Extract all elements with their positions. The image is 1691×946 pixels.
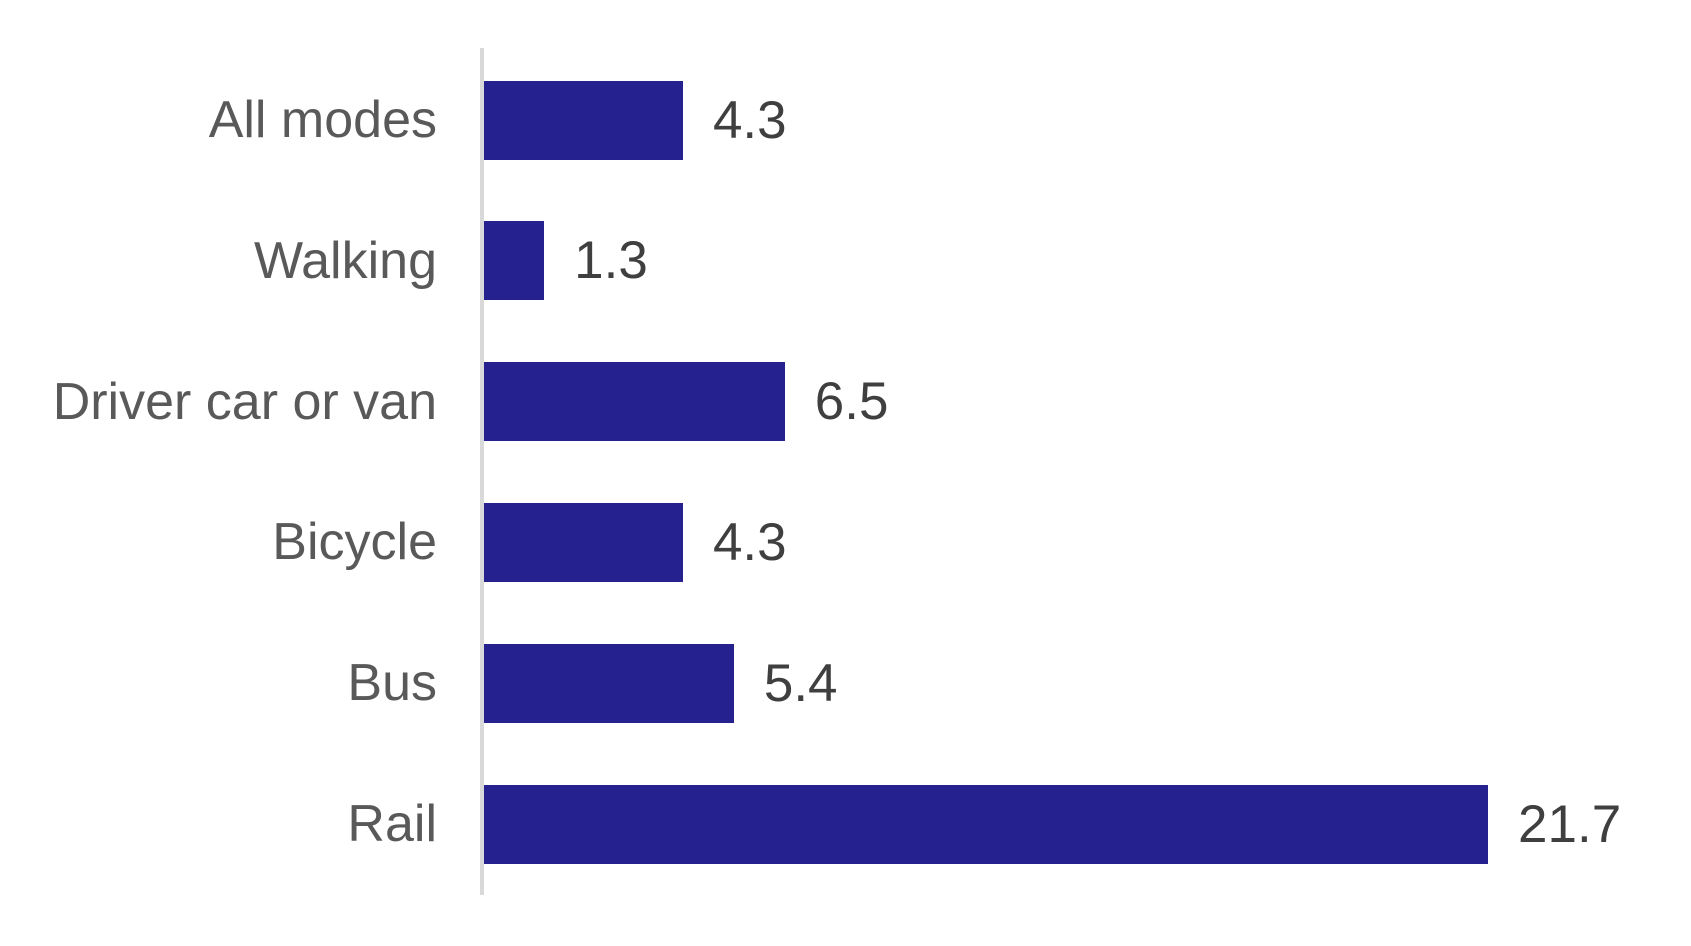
value-label-all-modes: 4.3 xyxy=(712,90,787,150)
bar-row: Walking 1.3 xyxy=(0,221,1691,301)
category-label-walking: Walking xyxy=(253,231,437,290)
category-label-rail: Rail xyxy=(347,795,437,853)
bar-bicycle xyxy=(484,502,683,582)
value-label-bicycle: 4.3 xyxy=(712,512,787,572)
bar-row: Bicycle 4.3 xyxy=(0,502,1691,582)
bar-row: Driver car or van 6.5 xyxy=(0,362,1691,442)
value-label-rail: 21.7 xyxy=(1518,794,1622,854)
category-label-bicycle: Bicycle xyxy=(272,513,437,572)
value-label-bus: 5.4 xyxy=(763,653,838,713)
value-label-driver-car-or-van: 6.5 xyxy=(814,372,889,432)
bar-bus xyxy=(484,643,734,723)
bar-driver-car-or-van xyxy=(484,362,785,442)
bar-rail xyxy=(484,784,1489,864)
bar-row: Rail 21.7 xyxy=(0,784,1691,864)
bar-row: All modes 4.3 xyxy=(0,80,1691,160)
bar-walking xyxy=(484,221,545,301)
category-label-driver-car-or-van: Driver car or van xyxy=(52,372,437,431)
bar-row: Bus 5.4 xyxy=(0,643,1691,723)
category-label-bus: Bus xyxy=(347,654,437,713)
bar-all-modes xyxy=(484,80,683,160)
category-label-all-modes: All modes xyxy=(208,91,437,149)
y-axis-line xyxy=(480,48,484,895)
value-label-walking: 1.3 xyxy=(574,231,648,291)
